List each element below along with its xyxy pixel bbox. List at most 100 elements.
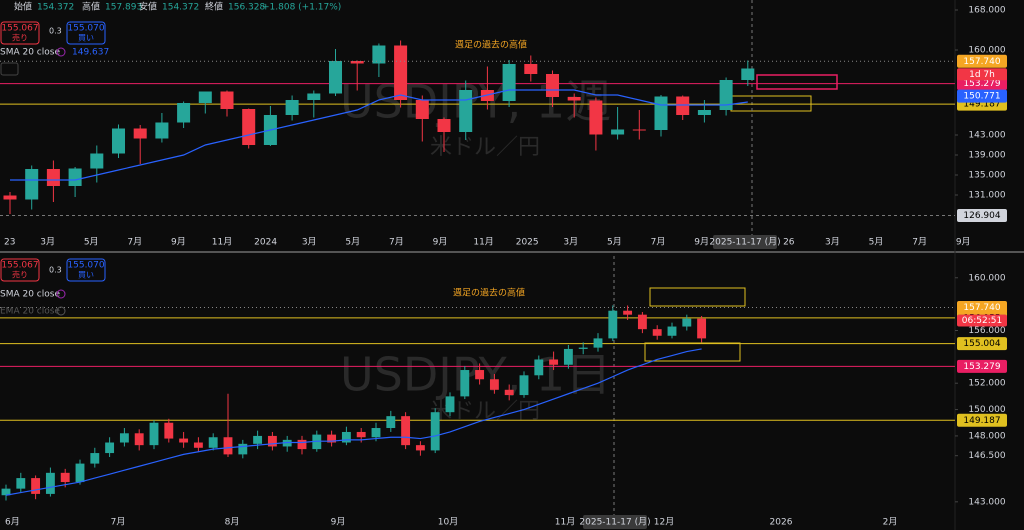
candle-body <box>220 91 234 109</box>
ohlc-change: +1.808 (+1.17%) <box>262 3 341 13</box>
y-tick-label: 168.000 <box>968 6 1005 16</box>
candle-body <box>60 472 70 483</box>
buy-button[interactable] <box>66 258 106 282</box>
candle-body <box>415 445 425 451</box>
countdown-bg <box>957 314 1007 327</box>
indicator-value: 149.637 <box>72 48 109 58</box>
price-badge-label: 149.187 <box>963 416 1000 426</box>
candle-body <box>652 329 662 336</box>
buy-label[interactable]: 買い <box>78 34 94 43</box>
x-tick-label: 3月 <box>302 237 317 248</box>
buy-label[interactable]: 買い <box>78 271 94 280</box>
y-tick-label: 131.000 <box>968 191 1005 201</box>
sell-price[interactable]: 155.067 <box>1 24 38 34</box>
buy-price[interactable]: 155.070 <box>67 24 104 34</box>
candle-body <box>578 347 588 349</box>
sell-button[interactable] <box>0 21 40 45</box>
candle-body <box>198 91 212 103</box>
zone-box <box>644 342 741 362</box>
x-tick-label: 9月 <box>956 237 971 248</box>
candle-body <box>208 437 218 448</box>
candle-body <box>593 338 603 348</box>
price-badge <box>957 89 1007 103</box>
ohlc-high-label: 高値 <box>82 1 100 13</box>
countdown: 06:52:51 <box>962 316 1002 326</box>
candle-body <box>682 318 692 327</box>
indicator-icon[interactable] <box>56 47 66 57</box>
countdown: 1d 7h <box>969 70 995 80</box>
candle-body <box>534 359 544 376</box>
candle-body <box>307 93 321 100</box>
candle-body <box>253 435 263 444</box>
candle-body <box>341 431 351 443</box>
indicator-name: SMA 20 close <box>0 48 60 58</box>
indicator-icon[interactable] <box>56 306 66 316</box>
crosshair-x-bg <box>583 515 647 529</box>
candle-body <box>504 389 514 396</box>
sell-label[interactable]: 売り <box>12 270 28 280</box>
candle-body <box>328 61 343 94</box>
spread: 0.3 <box>49 27 62 36</box>
x-tick-label: 2024 <box>254 238 277 248</box>
candle-body <box>445 396 455 413</box>
y-tick-label: 139.000 <box>968 151 1005 161</box>
candle-body <box>285 100 299 115</box>
indicator-icon[interactable] <box>56 289 66 299</box>
ohlc-high: 157.893 <box>105 3 142 13</box>
zone-box <box>649 287 746 307</box>
x-tick-label: 23 <box>4 238 15 248</box>
sma-line <box>5 348 702 496</box>
y-tick-label: 152.000 <box>968 379 1005 389</box>
collapse-button[interactable] <box>0 62 19 76</box>
sell-label[interactable]: 売り <box>12 33 28 43</box>
sell-price[interactable]: 155.067 <box>1 261 38 271</box>
y-tick-label: 135.000 <box>968 171 1005 181</box>
candle-body <box>31 478 41 494</box>
candle-body <box>611 129 625 135</box>
candle-body <box>356 431 366 438</box>
candle-body <box>312 434 322 450</box>
candle-body <box>111 128 126 154</box>
candle-body <box>1 488 11 496</box>
x-tick-label: 5月 <box>84 237 99 248</box>
candle-body <box>16 478 26 489</box>
candle-body <box>415 100 429 119</box>
ohlc-close: 156.328 <box>228 3 265 13</box>
x-tick-label: 26 <box>783 238 795 248</box>
ohlc-low: 154.372 <box>162 3 199 13</box>
x-tick-label: 3月 <box>40 237 55 248</box>
price-badge <box>957 54 1007 68</box>
candle-body <box>608 310 618 339</box>
price-badge <box>957 77 1007 91</box>
candle-body <box>545 74 560 97</box>
price-badge-label: 149.187 <box>963 100 1000 110</box>
candle-body <box>459 90 473 132</box>
sell-button[interactable] <box>0 258 40 282</box>
x-tick-label: 8月 <box>225 517 240 528</box>
candle-body <box>401 416 411 446</box>
annotation: 週足の過去の高値 <box>453 287 525 299</box>
x-tick-label: 9月 <box>433 237 448 248</box>
countdown-bg <box>957 68 1007 81</box>
y-tick-label: 146.500 <box>968 451 1005 461</box>
x-tick-label: 2025 <box>516 238 539 248</box>
price-badge <box>957 413 1007 427</box>
buy-button[interactable] <box>66 21 106 45</box>
candle-body <box>193 442 203 448</box>
candle-body <box>489 379 499 390</box>
candle-body <box>177 103 191 123</box>
x-tick-label: 5月 <box>869 237 884 248</box>
x-tick-label: 10月 <box>438 517 458 528</box>
candle-body <box>238 443 248 455</box>
candle-body <box>637 314 647 330</box>
candle-body <box>697 318 707 339</box>
candle-body <box>437 119 451 132</box>
candle-body <box>75 463 85 483</box>
candle-body <box>697 110 711 115</box>
buy-price[interactable]: 155.070 <box>67 261 104 271</box>
x-tick-label: 9月 <box>694 237 709 248</box>
candle-body <box>632 129 646 131</box>
candle-body <box>327 434 337 443</box>
candle-body <box>45 472 55 494</box>
spread: 0.3 <box>49 266 62 275</box>
